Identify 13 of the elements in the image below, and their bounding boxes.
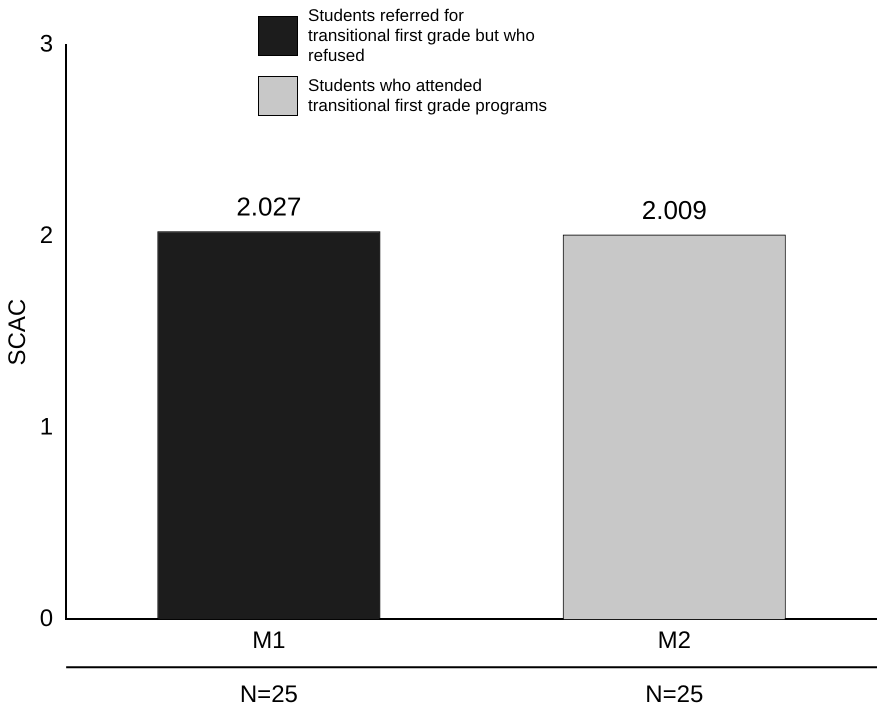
y-tick-label: 2 <box>40 222 54 250</box>
y-tick-label: 3 <box>40 30 54 58</box>
data-label: 2.009 <box>642 194 707 225</box>
y-tick-label: 1 <box>40 413 54 440</box>
text: N=25 <box>240 680 298 708</box>
legend-label: Students who attended transitional first grade programs <box>308 76 548 116</box>
data-label: 2.027 <box>236 191 302 222</box>
legend-label: Students referred for transitional first grade but who refused <box>308 6 536 66</box>
x-tick-label: M1 <box>252 627 286 654</box>
text: N=25 <box>645 680 704 708</box>
y-axis-title: SCAC <box>4 298 32 366</box>
x-tick-label: M2 <box>658 627 691 654</box>
y-tick-label: 0 <box>40 604 54 632</box>
